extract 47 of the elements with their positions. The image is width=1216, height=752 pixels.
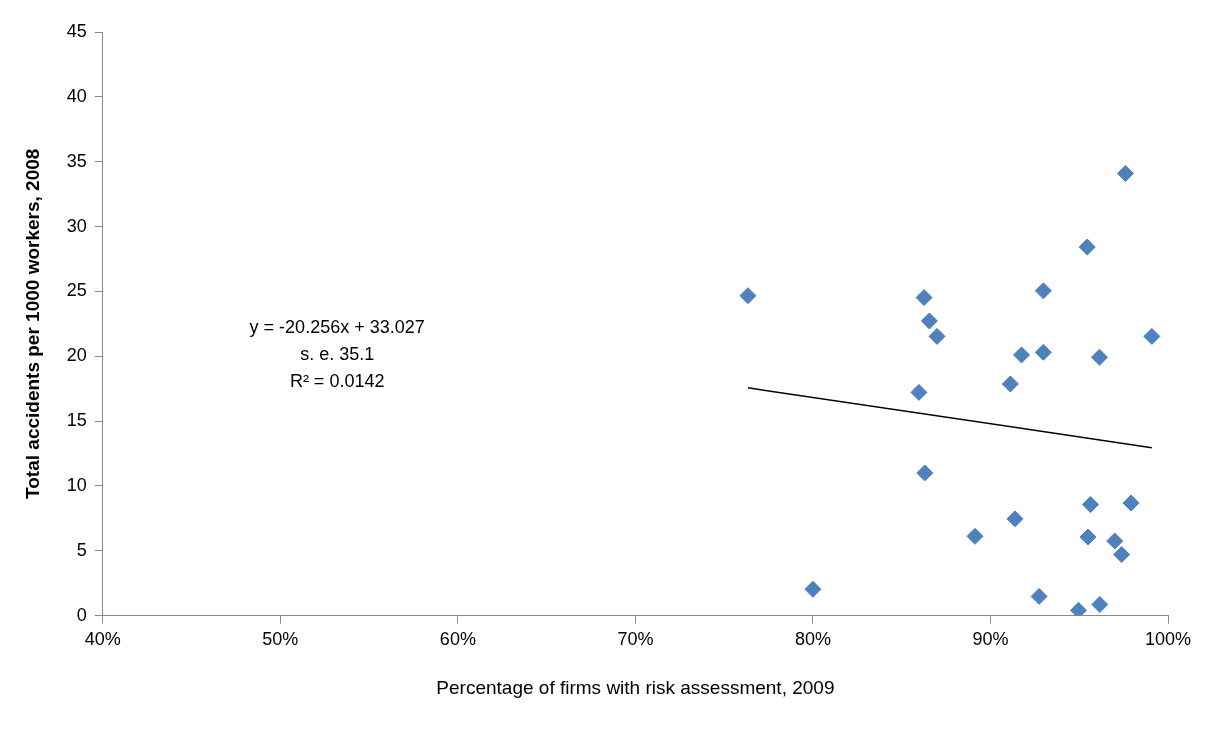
point xyxy=(1122,494,1140,512)
point xyxy=(1143,327,1161,345)
y-tick-label: 45 xyxy=(66,20,87,41)
y-tick-label: 35 xyxy=(66,150,87,171)
x-tick-label: 40% xyxy=(84,629,121,650)
annotation: y = -20.256x + 33.027 xyxy=(249,316,425,337)
point xyxy=(1081,496,1099,514)
point xyxy=(1079,528,1097,546)
point xyxy=(910,383,928,401)
point xyxy=(1078,238,1096,256)
point xyxy=(915,289,933,307)
point xyxy=(739,287,757,305)
y-tick-label: 0 xyxy=(76,604,87,625)
point xyxy=(1106,532,1124,550)
point xyxy=(1006,510,1024,528)
point xyxy=(1013,346,1031,364)
x-axis-title: Percentage of firms with risk assessment, 2009 xyxy=(436,676,835,698)
x-tick-label: 90% xyxy=(972,629,1009,650)
x-tick-label: 100% xyxy=(1144,629,1192,650)
y-tick-label: 15 xyxy=(66,410,87,431)
point xyxy=(1091,595,1109,613)
y-tick-label: 5 xyxy=(76,539,87,560)
point xyxy=(1001,375,1019,393)
point xyxy=(1030,587,1048,605)
x-tick-label: 50% xyxy=(262,629,299,650)
point xyxy=(928,327,946,345)
annotation: R² = 0.0142 xyxy=(289,370,385,391)
y-axis-title: Total accidents per 1000 workers, 2008 xyxy=(21,148,43,499)
point xyxy=(1090,348,1108,366)
point xyxy=(1034,343,1052,361)
x-tick-label: 60% xyxy=(439,629,476,650)
x-tick-label: 70% xyxy=(617,629,654,650)
point xyxy=(920,312,938,330)
x-tick-label: 80% xyxy=(794,629,831,650)
y-tick-label: 25 xyxy=(66,280,87,301)
y-tick-label: 30 xyxy=(66,215,87,236)
point xyxy=(804,580,822,598)
y-tick-label: 40 xyxy=(66,85,87,106)
y-tick-label: 10 xyxy=(66,474,87,495)
point xyxy=(1113,546,1131,564)
point xyxy=(1070,601,1088,616)
point xyxy=(916,464,934,482)
annotation: s. e. 35.1 xyxy=(300,343,375,364)
point xyxy=(966,527,984,545)
point xyxy=(1116,164,1134,182)
y-tick-label: 20 xyxy=(66,345,87,366)
point xyxy=(1034,282,1052,300)
